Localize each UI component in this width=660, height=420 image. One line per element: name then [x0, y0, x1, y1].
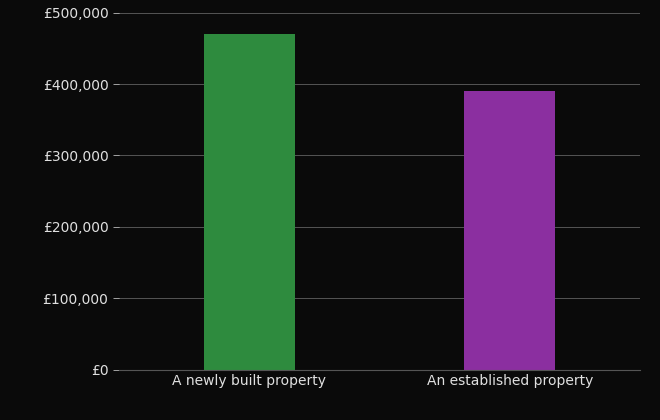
Bar	[464, 91, 556, 370]
Bar	[203, 34, 295, 370]
